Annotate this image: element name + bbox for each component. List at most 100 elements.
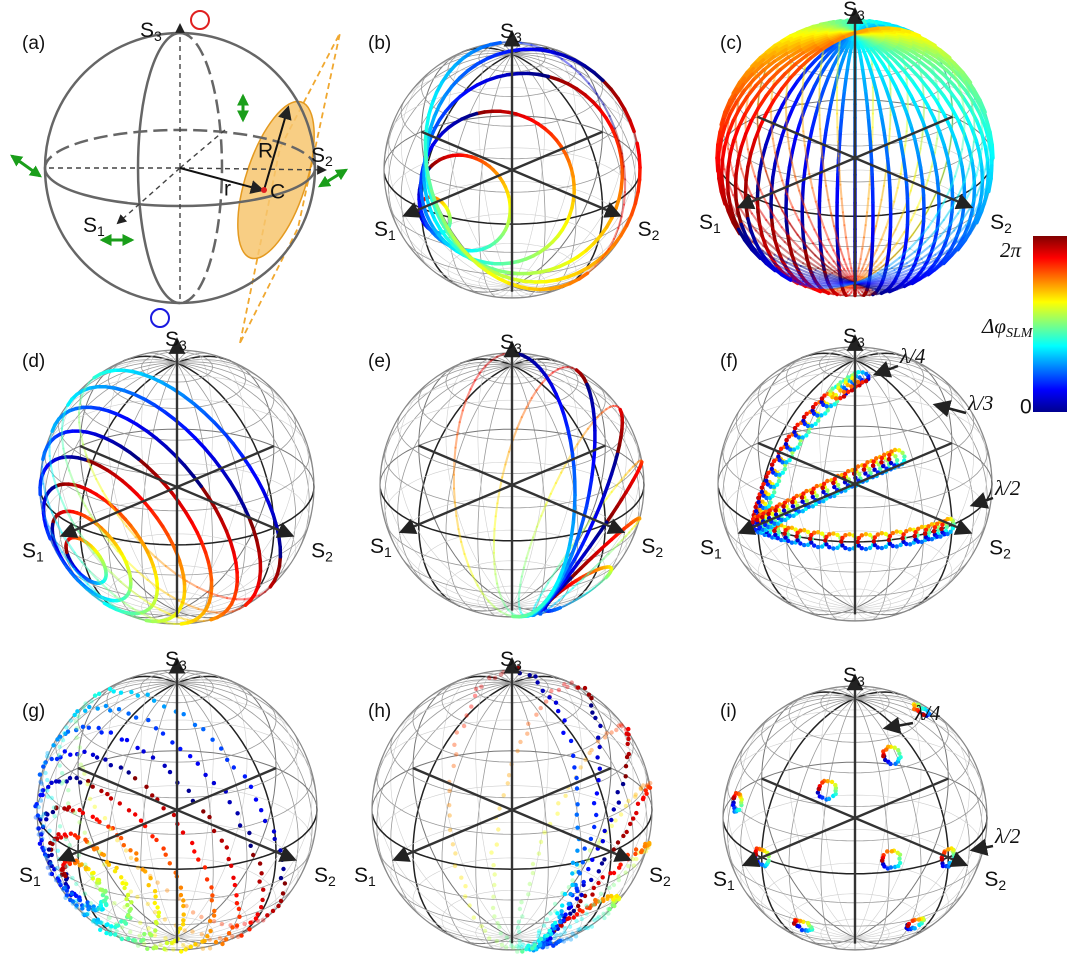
trajectory — [731, 106, 742, 123]
trajectory — [780, 90, 792, 107]
trajectory — [589, 465, 595, 482]
s1-label-base: S — [19, 863, 33, 886]
trajectory — [895, 265, 911, 274]
trajectory — [811, 278, 828, 283]
trajectory — [933, 50, 949, 62]
trajectory — [800, 182, 806, 201]
trajectory — [967, 90, 973, 105]
trajectory — [938, 170, 946, 186]
trajectory — [868, 289, 878, 294]
trajectory — [42, 517, 48, 528]
meridian — [230, 527, 275, 614]
data-dot — [451, 763, 456, 769]
trajectory — [107, 539, 119, 553]
trajectory — [60, 418, 64, 430]
s2-label: S2 — [649, 863, 671, 888]
data-dot — [70, 875, 75, 881]
parallel — [376, 773, 417, 818]
trajectory — [882, 128, 888, 147]
data-dot — [72, 712, 77, 718]
trajectory — [726, 191, 733, 208]
data-dot — [452, 742, 457, 747]
trajectory — [962, 132, 971, 149]
data-dot — [90, 814, 96, 819]
trajectory — [799, 41, 816, 52]
trajectory — [247, 515, 256, 531]
trajectory — [624, 531, 631, 538]
trajectory — [921, 51, 938, 64]
data-dot — [225, 757, 230, 762]
s1-label: S1 — [22, 539, 44, 564]
trajectory — [877, 100, 884, 118]
trajectory — [861, 236, 866, 250]
trajectory — [571, 582, 579, 590]
data-dot — [831, 546, 836, 551]
trajectory — [764, 239, 778, 252]
trajectory — [888, 113, 892, 130]
data-dot — [517, 938, 522, 944]
data-dot — [133, 939, 139, 945]
trajectory — [950, 184, 955, 201]
trajectory — [885, 156, 891, 175]
meridian — [497, 42, 546, 223]
data-dot — [51, 743, 56, 748]
trajectory — [835, 64, 843, 80]
trajectory — [934, 258, 946, 270]
trajectory — [961, 96, 965, 111]
data-dot — [51, 805, 57, 810]
trajectory — [825, 279, 842, 284]
data-dot — [549, 688, 554, 694]
data-dot — [184, 903, 189, 909]
axis — [179, 129, 226, 169]
trajectory — [134, 535, 147, 549]
data-dot — [192, 849, 197, 854]
data-dot — [155, 880, 160, 885]
trajectory — [926, 87, 939, 103]
trajectory — [182, 463, 195, 478]
trajectory — [818, 62, 829, 77]
data-dot — [33, 815, 38, 820]
trajectory — [247, 464, 259, 481]
data-dot — [164, 940, 170, 946]
s2-label-base: S — [314, 863, 328, 886]
trajectory — [814, 99, 822, 117]
data-dot — [153, 919, 159, 925]
meridian-back — [179, 31, 224, 305]
trajectory — [620, 473, 627, 481]
data-dot — [115, 838, 120, 843]
trajectory — [963, 88, 976, 104]
data-dot — [178, 885, 184, 890]
data-dot — [605, 894, 610, 899]
meridian — [788, 689, 889, 948]
trajectory — [897, 56, 912, 70]
trajectory — [775, 197, 784, 213]
trajectory — [575, 596, 582, 601]
data-dot — [98, 927, 103, 932]
trajectory — [915, 106, 925, 124]
data-dot — [900, 536, 905, 541]
parallel — [445, 358, 472, 402]
trajectory — [519, 41, 533, 46]
data-dot — [879, 460, 884, 465]
data-dot — [625, 852, 630, 858]
trajectory — [195, 530, 204, 545]
data-dot — [170, 740, 175, 745]
trajectory — [870, 292, 878, 296]
trajectory — [756, 170, 762, 188]
trajectory — [933, 82, 946, 98]
trajectory — [825, 280, 842, 285]
trajectory — [757, 206, 768, 222]
trajectory — [874, 212, 880, 228]
data-dot — [259, 905, 264, 910]
data-dot — [227, 800, 232, 805]
trajectory — [73, 551, 84, 564]
trajectory — [140, 372, 154, 380]
meridian — [420, 208, 463, 289]
trajectory — [77, 492, 87, 507]
data-dot — [257, 879, 262, 884]
data-dot — [234, 893, 239, 898]
trajectory — [528, 536, 535, 550]
data-dot — [121, 843, 127, 848]
trajectory — [965, 219, 976, 233]
data-dot — [940, 522, 945, 527]
